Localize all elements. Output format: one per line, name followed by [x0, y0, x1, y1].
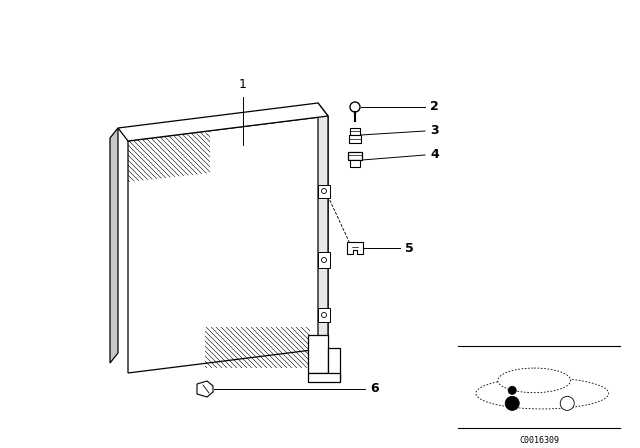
- Polygon shape: [318, 103, 328, 348]
- Bar: [348, 152, 362, 160]
- Polygon shape: [308, 335, 328, 373]
- Text: 3: 3: [430, 125, 438, 138]
- Bar: [350, 128, 360, 135]
- Polygon shape: [197, 381, 213, 397]
- Circle shape: [321, 313, 326, 318]
- Ellipse shape: [498, 368, 571, 392]
- Ellipse shape: [476, 378, 609, 409]
- Polygon shape: [347, 242, 363, 254]
- Polygon shape: [118, 103, 328, 141]
- Text: 2: 2: [430, 100, 439, 113]
- Circle shape: [321, 258, 326, 263]
- Text: 5: 5: [405, 241, 413, 254]
- Text: 4: 4: [430, 148, 439, 161]
- Bar: [349, 135, 361, 143]
- Polygon shape: [308, 373, 340, 382]
- Text: 1: 1: [239, 78, 247, 91]
- Bar: [350, 160, 360, 167]
- Polygon shape: [128, 116, 328, 373]
- Polygon shape: [318, 185, 330, 198]
- Circle shape: [505, 396, 519, 410]
- Polygon shape: [110, 128, 118, 363]
- Polygon shape: [318, 308, 330, 322]
- Circle shape: [321, 189, 326, 194]
- Polygon shape: [328, 348, 340, 380]
- Circle shape: [560, 396, 574, 410]
- Text: 6: 6: [370, 383, 379, 396]
- Polygon shape: [318, 252, 330, 268]
- Circle shape: [508, 386, 516, 394]
- Text: C0016309: C0016309: [519, 436, 559, 445]
- Circle shape: [350, 102, 360, 112]
